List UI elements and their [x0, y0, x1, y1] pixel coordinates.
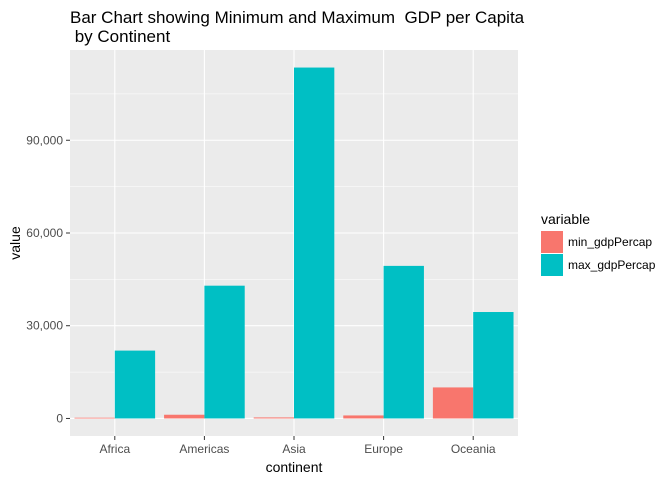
legend-label-min_gdpPercap: min_gdpPercap: [568, 235, 652, 249]
chart-title-line-1: Bar Chart showing Minimum and Maximum GD…: [70, 8, 525, 27]
x-tick-label-oceania: Oceania: [451, 442, 496, 456]
bar-max_gdpPercap-asia: [294, 67, 335, 419]
x-tick-label-europe: Europe: [364, 442, 403, 456]
legend-key-max_gdpPercap: [541, 254, 563, 276]
y-tick-label: 90,000: [26, 133, 63, 147]
x-tick-label-americas: Americas: [179, 442, 229, 456]
bar-min_gdpPercap-oceania: [432, 387, 474, 419]
bar-max_gdpPercap-africa: [114, 350, 156, 419]
bar-max_gdpPercap-europe: [383, 265, 424, 419]
legend-key-min_gdpPercap: [541, 231, 563, 253]
x-axis: Africa Americas Asia Europe Oceania: [99, 436, 496, 456]
legend-label-max_gdpPercap: max_gdpPercap: [568, 258, 656, 272]
y-tick-label: 60,000: [26, 226, 63, 240]
legend: variable min_gdpPercap max_gdpPercap: [541, 211, 656, 276]
y-axis: 0 30,000 60,000 90,000: [26, 133, 70, 425]
bar-min_gdpPercap-europe: [343, 415, 384, 419]
x-axis-title: continent: [266, 459, 323, 475]
bar-min_gdpPercap-asia: [253, 417, 294, 419]
bar-max_gdpPercap-oceania: [473, 312, 514, 419]
legend-title: variable: [541, 211, 590, 227]
x-tick-label-africa: Africa: [99, 442, 130, 456]
chart-title-line-2: by Continent: [70, 27, 171, 46]
bars: [74, 67, 514, 419]
bar-max_gdpPercap-americas: [204, 285, 245, 419]
x-tick-label-asia: Asia: [282, 442, 306, 456]
y-tick-label: 30,000: [26, 319, 63, 333]
bar-min_gdpPercap-americas: [164, 414, 205, 419]
y-tick-label: 0: [56, 411, 63, 425]
y-axis-title: value: [7, 226, 23, 260]
bar-min_gdpPercap-africa: [74, 417, 115, 419]
